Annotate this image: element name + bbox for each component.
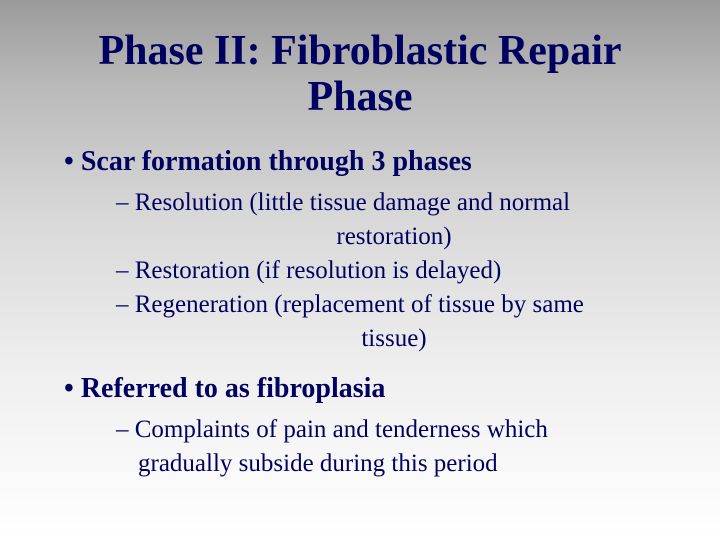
bullet-level-2-wrap: tissue) xyxy=(48,323,672,355)
spacer xyxy=(48,357,672,371)
bullet-2-text: – Complaints of pain and tenderness whic… xyxy=(116,416,548,443)
slide-title: Phase II: Fibroblastic Repair Phase xyxy=(48,28,672,120)
bullet-level-2: – Regeneration (replacement of tissue by… xyxy=(48,289,672,321)
bullet-1-text: Scar formation through 3 phases xyxy=(81,146,472,177)
bullet-2-text: – Resolution (little tissue damage and n… xyxy=(116,189,570,216)
bullet-2-text: – Restoration (if resolution is delayed) xyxy=(116,257,501,284)
bullet-level-2: – Resolution (little tissue damage and n… xyxy=(48,187,672,219)
bullet-2-text: – Regeneration (replacement of tissue by… xyxy=(116,291,584,318)
bullet-level-2: – Complaints of pain and tenderness whic… xyxy=(48,414,672,446)
bullet-level-2-wrap: restoration) xyxy=(48,221,672,253)
bullet-level-1: Scar formation through 3 phases xyxy=(48,144,672,179)
bullet-level-1: Referred to as fibroplasia xyxy=(48,371,672,406)
bullet-1-text: Referred to as fibroplasia xyxy=(81,373,386,404)
slide: Phase II: Fibroblastic Repair Phase Scar… xyxy=(0,0,720,540)
bullet-level-2-continuation: gradually subside during this period xyxy=(48,448,672,480)
bullet-level-2: – Restoration (if resolution is delayed) xyxy=(48,255,672,287)
